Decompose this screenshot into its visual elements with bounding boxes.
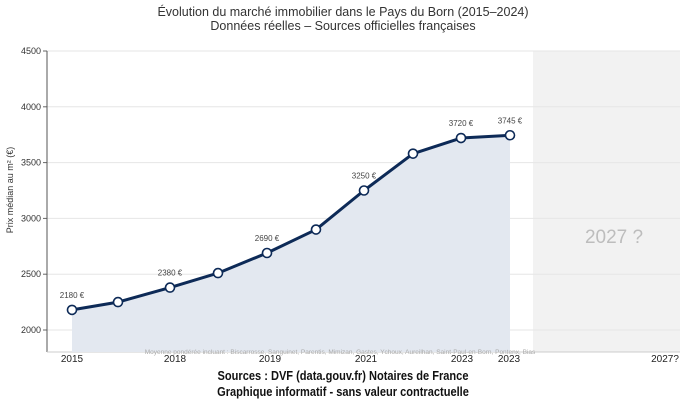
data-point xyxy=(504,129,516,141)
data-label: 2380 € xyxy=(158,269,183,278)
data-point xyxy=(112,296,124,308)
forecast-label: 2027 ? xyxy=(585,227,643,248)
data-label: 3745 € xyxy=(498,116,523,125)
data-label: 2180 € xyxy=(60,291,85,300)
data-point xyxy=(358,185,370,196)
area-fill xyxy=(72,135,510,352)
y-tick-label: 4500 xyxy=(21,46,41,56)
data-point xyxy=(261,247,273,259)
x-tick-label: 2018 xyxy=(164,354,187,365)
sources-line: Sources : DVF (data.gouv.fr) Notaires de… xyxy=(217,368,469,383)
data-label: 3250 € xyxy=(352,172,377,181)
forecast-region xyxy=(533,51,680,352)
y-tick-label: 2000 xyxy=(21,325,41,335)
data-point xyxy=(164,282,176,293)
y-axis-label: Prix médian au m² (€) xyxy=(5,147,15,234)
x-tick-label: 2023 xyxy=(498,354,521,365)
y-tick-label: 3500 xyxy=(21,158,41,168)
x-tick-label: 2015 xyxy=(61,354,84,365)
x-tick-label: 2023 xyxy=(451,354,474,365)
x-tick-label: 2027? xyxy=(651,354,679,365)
data-point xyxy=(212,267,224,279)
chart-title: Évolution du marché immobilier dans le P… xyxy=(157,5,529,19)
chart-subtitle: Données réelles – Sources officielles fr… xyxy=(210,19,476,33)
x-tick-label: 2019 xyxy=(259,354,282,365)
y-tick-label: 2500 xyxy=(21,269,41,279)
footnote: Moyenne pondérée incluant : Biscarrosse,… xyxy=(145,349,536,356)
disclaimer-line: Graphique informatif - sans valeur contr… xyxy=(217,384,469,399)
data-point xyxy=(455,132,467,144)
x-tick-label: 2021 xyxy=(355,354,378,365)
data-label: 2690 € xyxy=(255,234,280,243)
data-point xyxy=(407,148,419,159)
data-point xyxy=(66,304,78,316)
y-tick-label: 3000 xyxy=(21,213,41,223)
y-tick-label: 4000 xyxy=(21,102,41,112)
data-point xyxy=(310,224,322,235)
series-line xyxy=(71,133,511,312)
data-label: 3720 € xyxy=(449,119,474,128)
